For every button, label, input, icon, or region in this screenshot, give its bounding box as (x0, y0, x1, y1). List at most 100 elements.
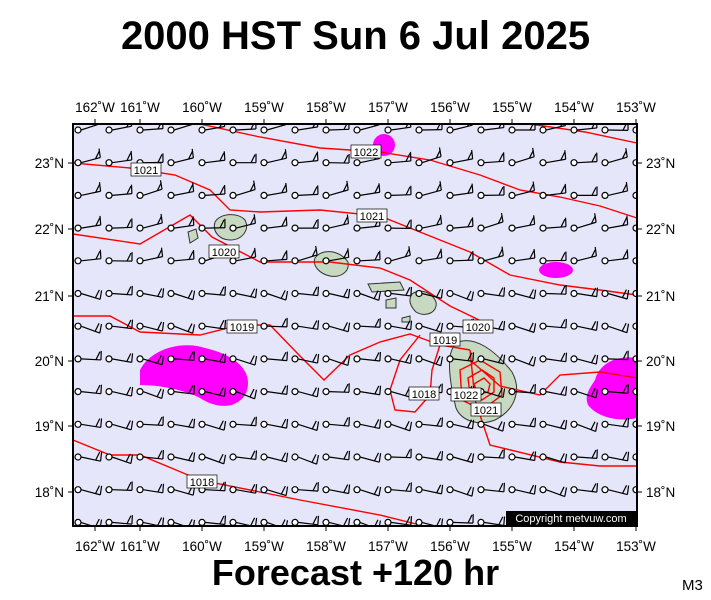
wind-barb (291, 482, 319, 494)
wind-barb (105, 420, 134, 431)
wind-barb (291, 286, 320, 298)
isobar-1018-loop (389, 334, 441, 413)
wind-barb (601, 124, 629, 134)
wind-barb (136, 450, 165, 461)
isobar-label: 1022 (350, 144, 382, 159)
model-code: M3 (682, 577, 703, 594)
lon-label-top: 157˚W (368, 100, 408, 115)
wind-barb (291, 420, 320, 432)
wind-barb (198, 286, 226, 298)
wind-barb (291, 185, 319, 199)
wind-barb (322, 417, 350, 428)
wind-barb (74, 418, 103, 429)
wind-barb (167, 384, 196, 396)
wind-barb (601, 215, 629, 232)
wind-barb (508, 484, 537, 495)
wind-barb (570, 420, 599, 433)
wind-barb (446, 251, 474, 265)
wind-barb (415, 214, 443, 232)
wind-barb (508, 147, 535, 167)
wind-barb (136, 180, 163, 199)
wind-barb (260, 485, 289, 497)
wind-barb (353, 216, 381, 232)
isobar-1019-lobe (469, 359, 637, 396)
forecast-label: Forecast +120 hr (211, 552, 500, 593)
island-oahu (313, 251, 349, 277)
wind-barb (446, 149, 474, 167)
wind-barb (446, 217, 474, 232)
wind-barb (167, 148, 195, 167)
wind-barb (167, 289, 196, 301)
wind-barb (136, 388, 165, 400)
island-maui (409, 290, 437, 315)
wind-barb (539, 352, 568, 363)
lon-label-top: 161˚W (120, 100, 160, 115)
lon-label-top: 158˚W (306, 100, 346, 115)
isobar-label: 1018 (186, 474, 218, 489)
wind-barb (74, 350, 102, 363)
wind-barb (477, 212, 504, 232)
isobar-label: 1021 (470, 402, 502, 417)
isobar-label-text: 1019 (230, 322, 254, 334)
wind-barb (477, 449, 505, 461)
wind-barb (570, 354, 599, 365)
wind-barb (167, 250, 195, 265)
wind-barb (508, 289, 537, 300)
wind-barb (74, 148, 101, 167)
wind-barb (508, 248, 536, 265)
wind-barb (74, 182, 102, 199)
wind-barb (291, 515, 320, 526)
wind-barb (353, 351, 382, 363)
lat-label-left: 21˚N (35, 289, 64, 304)
isobar-1020 (73, 214, 491, 327)
wind-barb (570, 287, 599, 298)
wind-barb (384, 124, 412, 134)
wind-barb (508, 124, 536, 134)
wind-barb (508, 355, 537, 367)
wind-barb (136, 355, 165, 366)
lon-label-bottom: 159˚W (244, 539, 284, 554)
wind-barb (260, 182, 288, 199)
wind-barb (74, 384, 103, 396)
wind-barb (322, 450, 351, 461)
wind-barb (446, 183, 474, 199)
wind-barb (322, 383, 350, 396)
island-molokai (367, 281, 405, 293)
lat-label-right: 22˚N (646, 222, 675, 237)
wind-barb (291, 245, 318, 265)
island-niihau (187, 228, 199, 244)
lat-label-left: 23˚N (35, 156, 64, 171)
wind-barb (601, 181, 629, 199)
wind-barb (322, 180, 349, 199)
copyright-text: Copyright metvuw.com (515, 513, 626, 525)
wind-barb (136, 247, 164, 265)
wind-barb (353, 289, 382, 301)
wind-barb (384, 246, 411, 265)
wind-barb (260, 351, 288, 363)
wind-barb (353, 183, 381, 199)
isobar-label-text: 1021 (474, 405, 498, 417)
lon-label-top: 160˚W (182, 100, 222, 115)
lat-label-right: 18˚N (646, 485, 675, 500)
lat-label-left: 22˚N (35, 222, 64, 237)
wind-barb (167, 452, 196, 463)
wind-barb (229, 484, 258, 494)
wind-barb (384, 286, 413, 298)
lat-label-right: 23˚N (646, 156, 675, 171)
wind-barb (74, 289, 103, 300)
wind-barb (601, 249, 629, 265)
wind-barb (291, 387, 320, 398)
wind-barb (384, 420, 413, 432)
wind-barb (105, 184, 133, 199)
wind-barb (74, 451, 103, 462)
wind-barb (260, 289, 289, 301)
wind-barb (601, 322, 630, 334)
isobar-label: 1019 (429, 332, 461, 347)
wind-barb (415, 124, 443, 134)
isobar-label: 1020 (208, 244, 240, 259)
lon-label-bottom: 160˚W (182, 539, 222, 554)
wind-barb (229, 153, 257, 167)
wind-barb (508, 417, 537, 428)
isobar-1022 (199, 124, 637, 219)
wind-barb (322, 355, 351, 366)
